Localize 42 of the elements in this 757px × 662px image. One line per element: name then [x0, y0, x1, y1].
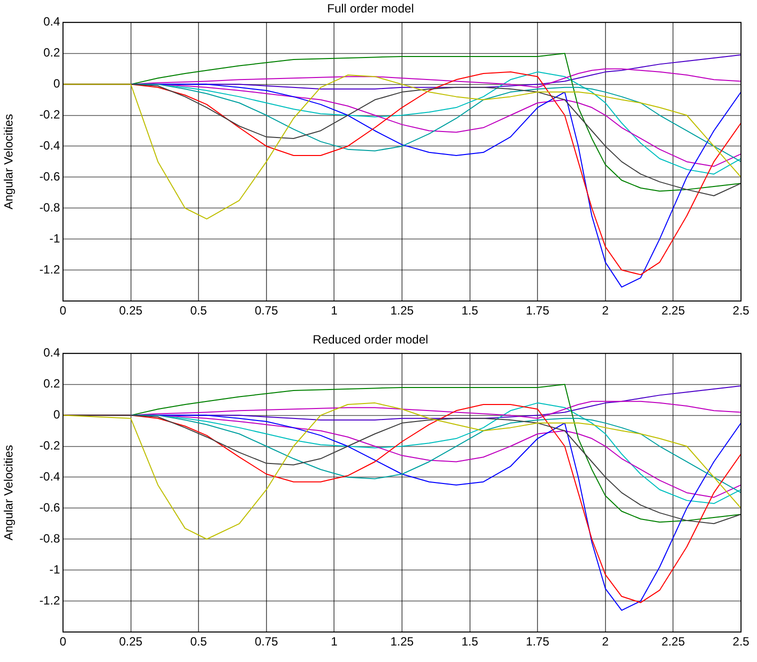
x-tick-label: 0.75 [254, 634, 278, 649]
y-tick-label: -1 [49, 231, 60, 246]
y-tick-label: -0.8 [39, 200, 60, 214]
x-tick-label: 0.25 [119, 634, 143, 649]
x-tick-label: 2.5 [732, 304, 750, 318]
x-tick-label: 1.75 [526, 304, 550, 318]
y-tick-label: -0.6 [39, 500, 60, 514]
x-tick-label: 2.25 [662, 634, 686, 649]
y-tick-label: -0.6 [39, 169, 60, 184]
y-tick-label: 0.4 [43, 14, 60, 29]
x-tick-label: 1.25 [390, 634, 414, 649]
x-tick-label: 1 [330, 304, 338, 318]
y-tick-label: -1 [49, 562, 60, 576]
x-tick-label: 2 [602, 304, 610, 318]
y-tick-label: -1.2 [39, 262, 60, 276]
y-tick-label: -0.8 [39, 531, 60, 546]
x-tick-label: 2.5 [732, 634, 750, 649]
y-tick-label: 0.2 [43, 376, 60, 391]
y-axis-title: Angular Velocities [2, 114, 16, 210]
y-tick-label: 0 [53, 408, 60, 422]
x-tick-label: 0.75 [254, 304, 278, 318]
x-tick-label: 1.5 [461, 304, 478, 318]
x-tick-label: 0.5 [190, 304, 208, 318]
y-axis-title: Angular Velocities [2, 445, 16, 540]
x-tick-label: 1.75 [526, 634, 550, 649]
chart-title: Reduced order model [312, 332, 428, 347]
y-tick-label: -1.2 [39, 593, 60, 608]
y-tick-label: -0.4 [39, 470, 60, 484]
y-tick-label: -0.2 [39, 108, 60, 122]
x-tick-label: 1.25 [390, 304, 414, 318]
y-tick-label: 0.2 [43, 46, 60, 60]
y-tick-label: 0 [53, 76, 60, 91]
x-tick-label: 1 [330, 634, 338, 649]
x-tick-label: 0.5 [190, 634, 208, 649]
x-tick-label: 2 [602, 634, 610, 649]
y-tick-label: -0.4 [39, 138, 60, 153]
y-tick-label: 0.4 [43, 346, 60, 360]
x-tick-label: 0.25 [119, 304, 143, 318]
x-tick-label: 1.5 [461, 634, 478, 649]
chart-title: Full order model [327, 2, 414, 16]
x-tick-label: 2.25 [662, 304, 686, 318]
y-tick-label: -0.2 [39, 438, 60, 453]
